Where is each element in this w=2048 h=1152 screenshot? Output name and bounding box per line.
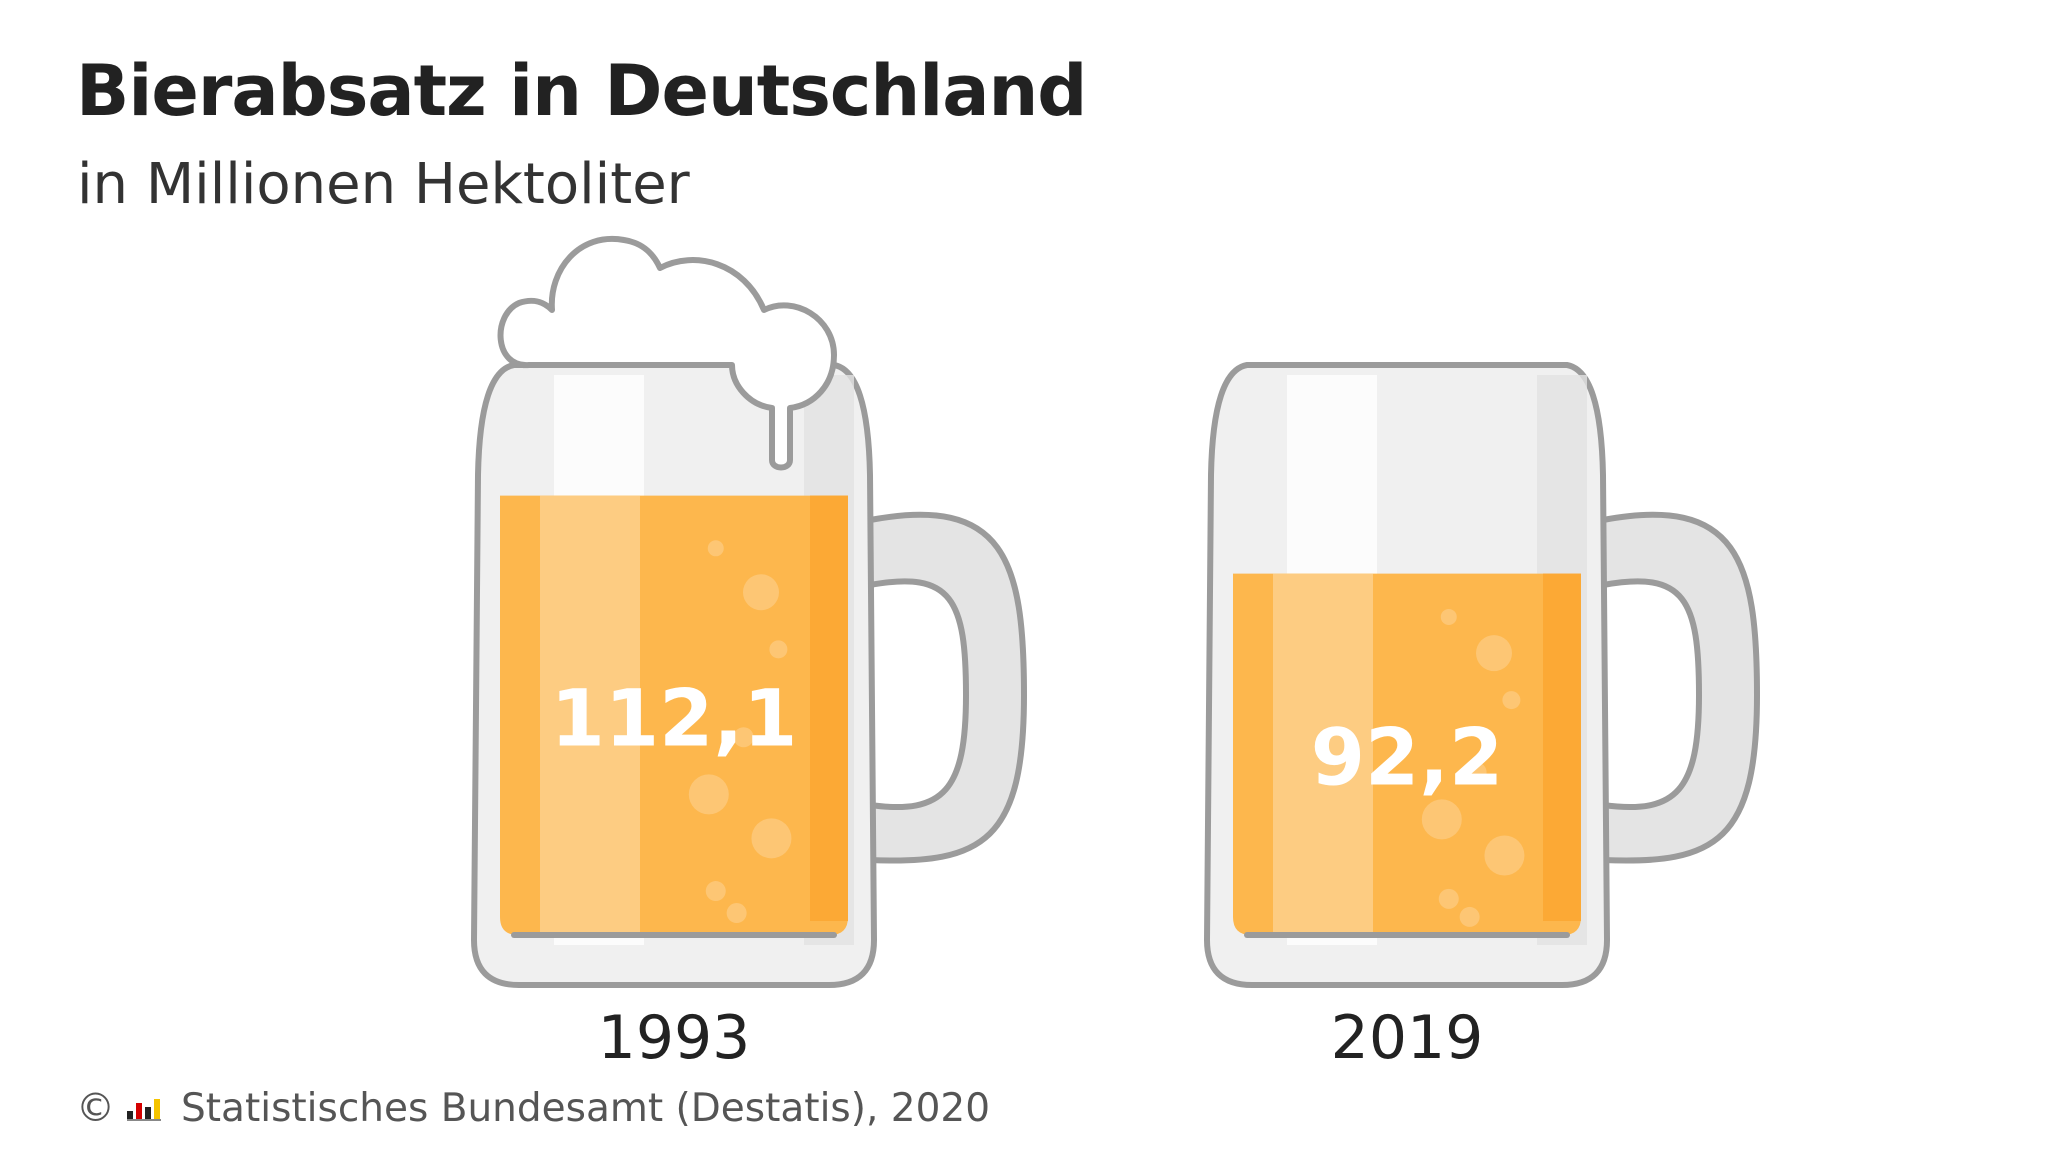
value-label: 92,2 (1311, 713, 1503, 803)
mug-handle (1600, 511, 1760, 864)
source-footer: © Statistisches Bundesamt (Destatis), 20… (76, 1086, 990, 1131)
bubble (733, 727, 754, 748)
bubble (705, 881, 726, 902)
beer-highlight (1273, 573, 1373, 933)
bubble (751, 818, 792, 859)
beer-shade (810, 495, 848, 921)
bubble (707, 540, 724, 557)
chart-subtitle: in Millionen Hektoliter (77, 152, 690, 217)
bubble (1459, 906, 1480, 927)
chart-title: Bierabsatz in Deutschland (76, 50, 1087, 132)
bubble (1466, 762, 1487, 783)
category-label: 2019 (1331, 1003, 1484, 1073)
beer-mug-2019: 92,2 2019 (1204, 362, 1760, 1073)
destatis-logo-icon (127, 1086, 161, 1131)
beer-shade (1543, 573, 1581, 921)
beer-mug-1993: 112,1 1993 (471, 235, 1027, 1073)
bubble (1484, 835, 1525, 876)
copyright-symbol: © (76, 1086, 115, 1131)
mug-handle (867, 511, 1027, 864)
bubble (1440, 608, 1457, 625)
bubble (688, 774, 729, 815)
bubble (1438, 888, 1459, 909)
category-label: 1993 (598, 1003, 751, 1073)
bubble (726, 903, 747, 924)
bubble (743, 574, 779, 611)
value-label: 112,1 (551, 674, 798, 764)
beer-highlight (540, 495, 640, 933)
bubble (1476, 635, 1512, 672)
bubble (1421, 799, 1462, 840)
bubble (1502, 691, 1521, 710)
bubble (769, 640, 788, 659)
beer-foam (497, 235, 837, 471)
source-text: Statistisches Bundesamt (Destatis), 2020 (181, 1086, 991, 1131)
